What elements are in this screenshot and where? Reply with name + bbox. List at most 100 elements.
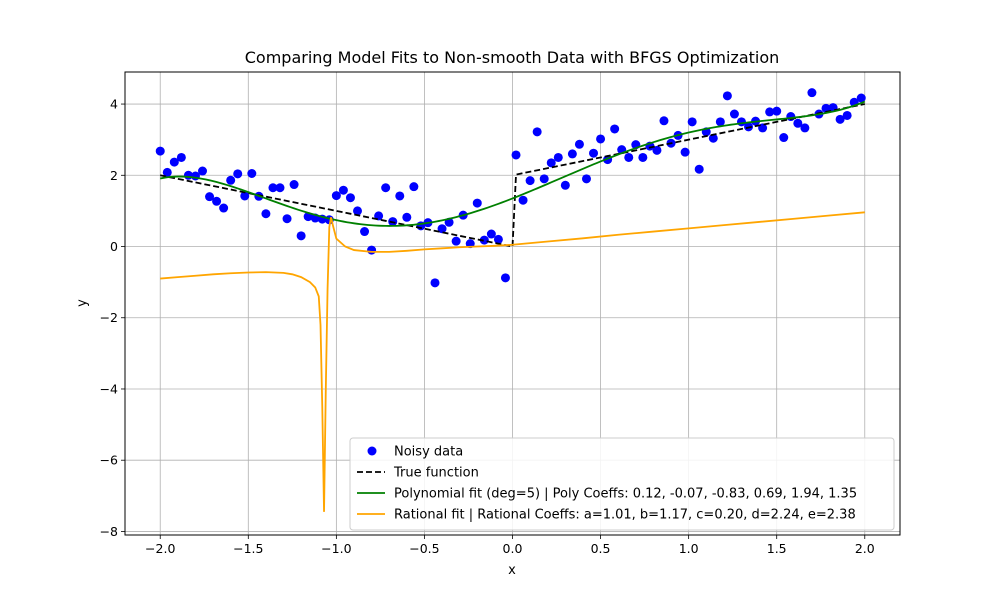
data-point [553,152,563,162]
y-tick-label: −4 [100,381,118,396]
chart-title: Comparing Model Fits to Non-smooth Data … [245,48,780,67]
data-point [430,278,440,288]
data-point [451,236,461,246]
y-tick-label: 0 [110,239,118,254]
data-point [162,167,172,177]
data-point [360,227,370,237]
data-point [289,180,299,190]
data-point [268,183,278,193]
y-tick-label: 2 [110,168,118,183]
plot-area [155,88,866,512]
data-point [219,203,229,213]
data-point [367,245,377,255]
legend-label: Rational fit | Rational Coeffs: a=1.01, … [394,508,856,523]
data-point [567,149,577,159]
data-point [409,182,419,192]
data-point [155,146,165,156]
data-point [842,110,852,120]
data-point [680,147,690,157]
polynomial-fit-line [160,100,866,227]
data-point [574,139,584,149]
data-point [395,191,405,201]
data-point [638,152,648,162]
data-point [345,193,355,203]
y-tick-label: 4 [110,97,118,112]
data-point [539,174,549,184]
legend-box [349,437,895,531]
data-point [275,183,285,193]
data-point [176,152,186,162]
data-point [560,180,570,190]
data-point [589,148,599,158]
data-point [353,206,362,216]
data-point [381,183,391,193]
legend-label: Noisy data [394,445,463,460]
data-point [205,192,215,202]
data-point [338,185,348,195]
rational-fit-line [160,211,865,512]
data-point [659,116,669,126]
data-point [247,169,257,179]
data-point [500,273,510,283]
data-point [493,234,503,244]
x-tick-label: 1.5 [767,541,787,556]
data-point [610,124,620,134]
data-point [331,191,341,201]
data-point [800,123,810,133]
data-point [261,209,271,219]
x-tick-label: 0.5 [591,541,611,556]
y-tick-label: −2 [100,310,118,325]
data-point [596,134,606,144]
data-point [233,169,243,179]
data-point [772,106,782,116]
x-tick-label: 1.0 [679,541,699,556]
x-axis-label: x [508,563,516,578]
y-axis-label: y [75,299,90,307]
x-tick-label: 2.0 [855,541,875,556]
legend: Noisy data True function Polynomial fit (d… [349,437,895,531]
data-point [282,214,292,224]
x-tick-label: −0.5 [409,541,439,556]
data-point [198,166,207,176]
data-point [765,107,775,117]
x-tick-label: −1.0 [321,541,351,556]
legend-label: True function [393,466,479,481]
legend-label: Polynomial fit (deg=5) | Poly Coeffs: 0.… [394,487,857,502]
data-point [715,117,725,127]
legend-marker [367,446,377,456]
data-point [402,212,412,222]
x-tick-label: −1.5 [233,541,263,556]
data-point [518,195,528,205]
data-point [546,158,556,168]
data-point [169,157,179,167]
data-point [729,109,739,119]
data-point [240,191,250,201]
data-point [479,235,489,245]
data-point [694,164,704,174]
x-tick-label: 0.0 [503,541,523,556]
data-point [525,176,535,186]
data-point [212,196,222,206]
data-point [687,117,697,127]
y-tick-label: −6 [100,453,118,468]
data-point [793,118,803,128]
data-point [532,127,542,137]
x-tick-label: −2.0 [145,541,175,556]
data-point [722,91,732,101]
data-point [472,198,482,208]
data-point [624,152,634,162]
data-point [856,93,866,103]
data-point [437,224,447,234]
axis-ticks: −2.0 −1.5 −1.0 −0.5 0.0 0.5 1.0 1.5 2.0 −8 −6 −4 −2 0… [100,97,875,556]
y-tick-label: −8 [100,524,118,539]
data-point [835,114,845,124]
data-point [779,133,789,143]
data-point [581,174,591,184]
data-point [296,231,306,241]
data-point [486,229,496,239]
data-point [226,175,236,185]
data-point [652,145,662,155]
data-point [807,88,817,98]
data-point [511,150,521,160]
